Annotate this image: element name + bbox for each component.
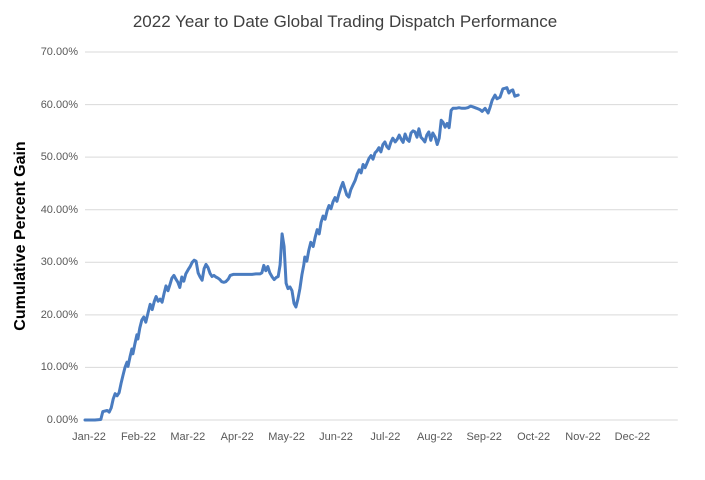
y-tick-label: 10.00% <box>40 361 78 374</box>
x-tick-label: Apr-22 <box>220 431 254 443</box>
x-tick-label: Feb-22 <box>120 431 156 443</box>
x-tick-label: Oct-22 <box>517 431 551 443</box>
y-tick-label: 60.00% <box>40 98 78 111</box>
x-tick-label: Mar-22 <box>170 431 206 443</box>
chart-title: 2022 Year to Date Global Trading Dispatc… <box>132 12 558 31</box>
x-tick-label: Jul-22 <box>370 431 401 443</box>
performance-line <box>83 86 520 422</box>
x-tick-label: Aug-22 <box>417 431 453 443</box>
x-tick-label: Dec-22 <box>614 431 651 443</box>
y-tick-label: 20.00% <box>40 308 78 321</box>
x-tick-label: Jan-22 <box>72 431 106 443</box>
x-tick-label: Nov-22 <box>565 431 601 443</box>
y-tick-label: 70.00% <box>40 46 78 58</box>
y-tick-label: 30.00% <box>40 256 78 269</box>
y-tick-label: 40.00% <box>40 203 78 216</box>
x-tick-label: Sep-22 <box>466 431 502 443</box>
x-tick-label: May-22 <box>268 431 305 443</box>
y-tick-label: 50.00% <box>40 151 78 164</box>
y-tick-label: 0.00% <box>46 414 78 426</box>
x-tick-label: Jun-22 <box>319 431 353 443</box>
